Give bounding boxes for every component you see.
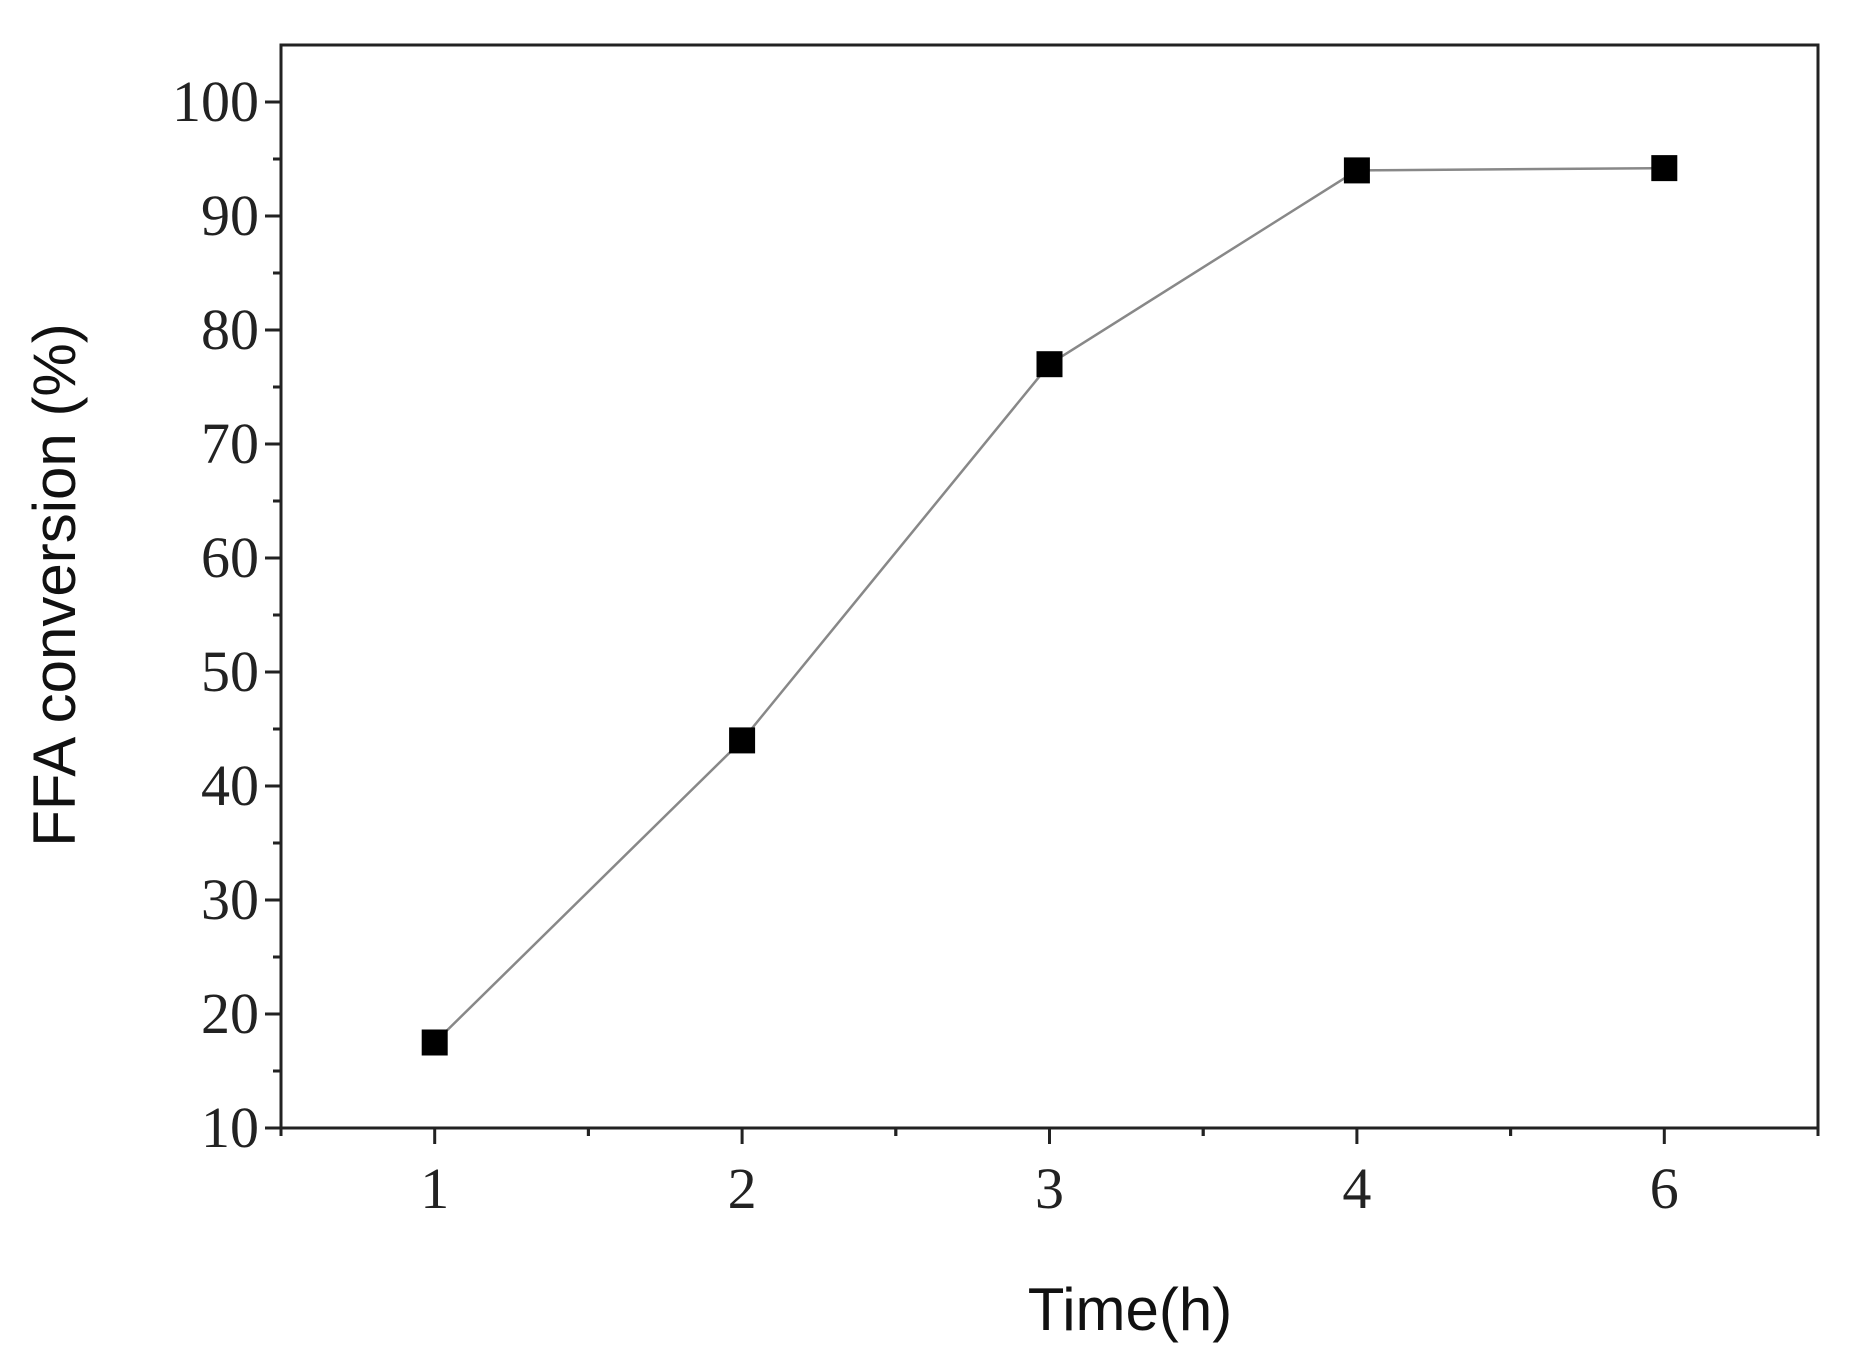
y-tick-label: 20 bbox=[201, 981, 259, 1046]
data-marker bbox=[1036, 351, 1063, 378]
x-tick-label: 6 bbox=[1650, 1156, 1679, 1221]
x-tick-label: 3 bbox=[1035, 1156, 1064, 1221]
x-axis-label: Time(h) bbox=[1028, 1276, 1232, 1343]
x-tick-label: 2 bbox=[728, 1156, 757, 1221]
y-tick-label: 70 bbox=[201, 411, 259, 476]
y-axis-label: FFA conversion (%) bbox=[21, 323, 88, 847]
y-tick-label: 30 bbox=[201, 867, 259, 932]
y-tick-label: 100 bbox=[172, 69, 259, 134]
x-tick-label: 1 bbox=[420, 1156, 449, 1221]
data-line bbox=[433, 166, 1665, 1044]
data-marker bbox=[729, 727, 756, 754]
y-tick-label: 60 bbox=[201, 525, 259, 590]
y-tick-label: 50 bbox=[201, 639, 259, 704]
data-marker bbox=[1651, 155, 1678, 182]
data-marker bbox=[421, 1029, 448, 1056]
y-tick-label: 40 bbox=[201, 753, 259, 818]
y-tick-label: 80 bbox=[201, 297, 259, 362]
y-tick-label: 10 bbox=[201, 1095, 259, 1160]
y-tick-label: 90 bbox=[201, 183, 259, 248]
data-marker bbox=[1343, 157, 1370, 184]
x-tick-label: 4 bbox=[1342, 1156, 1371, 1221]
